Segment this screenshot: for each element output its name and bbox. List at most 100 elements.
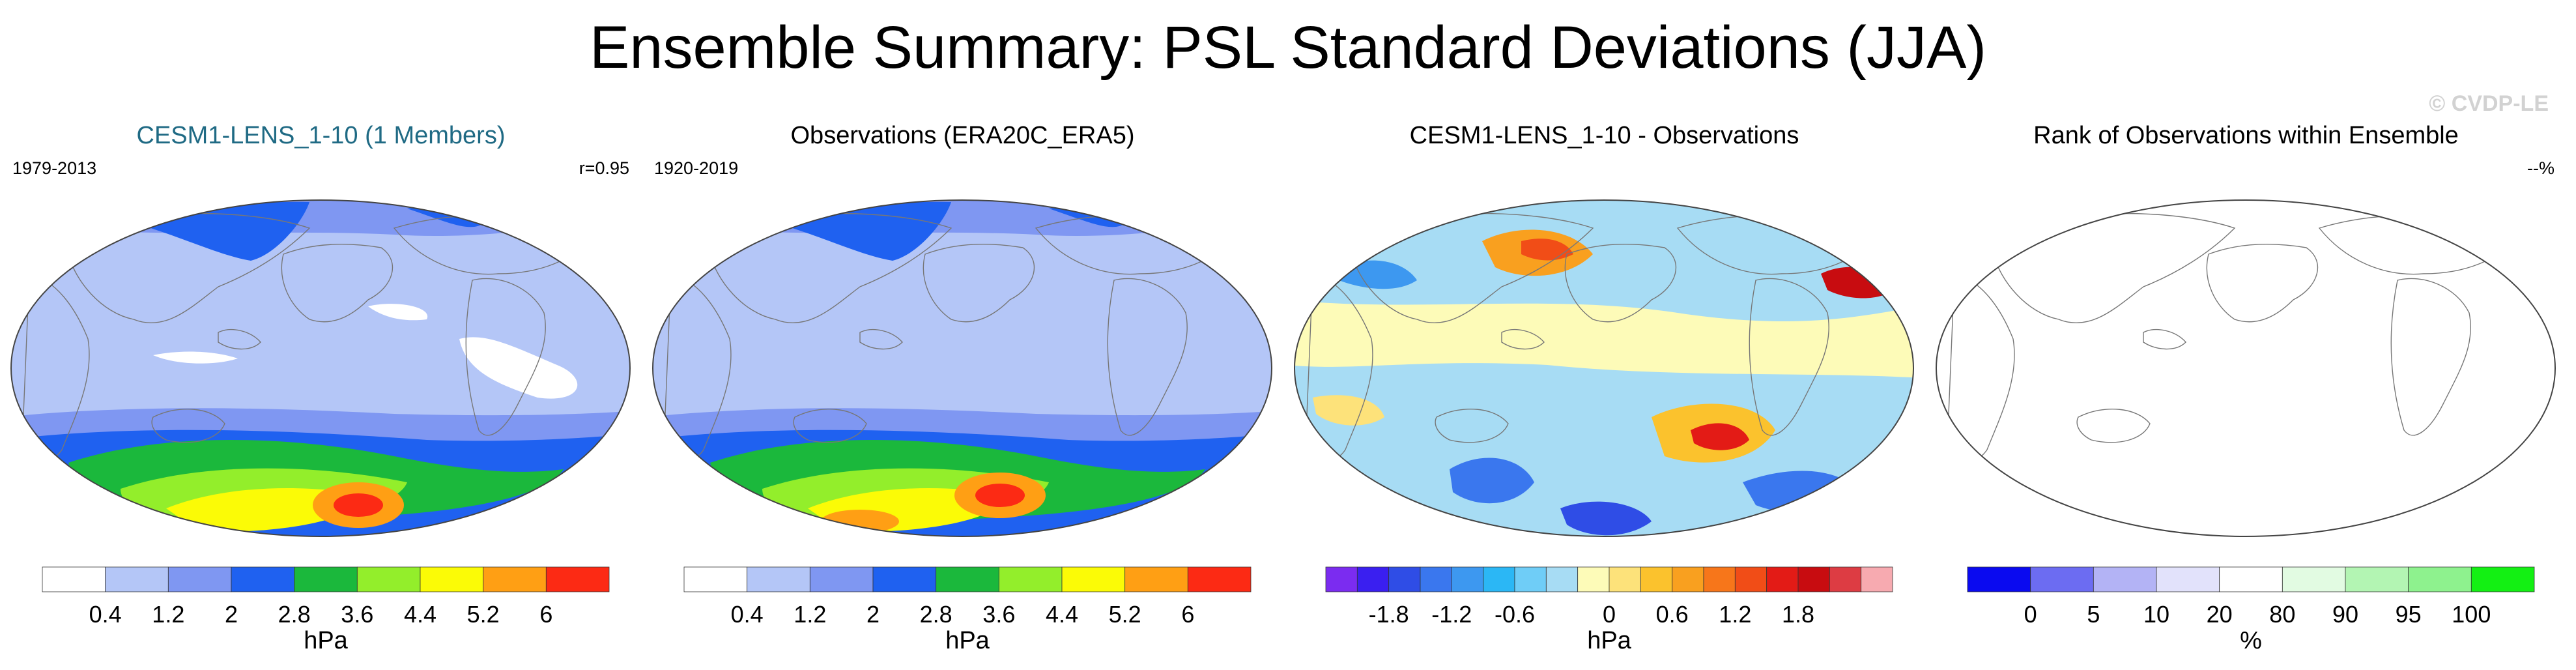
colorbar-tick-label: 100 bbox=[2452, 601, 2491, 628]
colorbar-tick-label: 5 bbox=[2087, 601, 2100, 628]
colorbar-box bbox=[1967, 566, 2031, 592]
coastline bbox=[465, 278, 546, 436]
colorbar-box bbox=[1124, 566, 1188, 592]
colorbar: 0.4 1.2 2 2.8 3.6 4.4 5.2 6 hPa bbox=[42, 566, 610, 654]
colorbar-box bbox=[1061, 566, 1126, 592]
world-map bbox=[1928, 182, 2564, 554]
colorbar-box bbox=[1829, 566, 1862, 592]
colorbar-box bbox=[1703, 566, 1736, 592]
colorbar-box bbox=[1861, 566, 1893, 592]
colorbar-box bbox=[1187, 566, 1252, 592]
colorbar-box bbox=[1672, 566, 1704, 592]
colorbar-box bbox=[1734, 566, 1767, 592]
colorbar: -1.8 -1.2 -0.6 0 0.6 1.2 1.8 hPa bbox=[1325, 566, 1893, 654]
colorbar-box bbox=[1388, 566, 1421, 592]
colorbar-box bbox=[936, 566, 999, 592]
colorbar-tick-label: 0.4 bbox=[89, 601, 122, 628]
colorbar-tick-label: 10 bbox=[2143, 601, 2169, 628]
colorbar-box bbox=[747, 566, 810, 592]
colorbar-box bbox=[2219, 566, 2283, 592]
colorbar-box bbox=[483, 566, 547, 592]
coastline bbox=[281, 244, 394, 323]
colorbar-tick-label: 0.4 bbox=[731, 601, 764, 628]
colorbar-tick-label: 0 bbox=[1603, 601, 1616, 628]
colorbar-tick-label: 4.4 bbox=[1046, 601, 1078, 628]
colorbar-box bbox=[42, 566, 106, 592]
pattern-correlation-label: r=0.95 bbox=[579, 158, 629, 178]
colorbar-tick-label: -1.2 bbox=[1431, 601, 1472, 628]
coastline bbox=[1435, 408, 1509, 443]
credit-watermark: © CVDP-LE bbox=[2429, 91, 2549, 116]
panel-title: Observations (ERA20C_ERA5) bbox=[790, 122, 1135, 149]
coastline bbox=[68, 212, 311, 323]
panel-difference: CESM1-LENS_1-10 - Observations -1.8 -1.2-… bbox=[1287, 114, 1922, 670]
colorbar: 0.4 1.2 2 2.8 3.6 4.4 5.2 6 hPa bbox=[683, 566, 1252, 654]
coastline bbox=[2076, 408, 2151, 443]
coastline bbox=[151, 408, 225, 443]
colorbar-unit-label: hPa bbox=[945, 627, 990, 654]
colorbar-tick-label: 3.6 bbox=[341, 601, 373, 628]
colorbar-tick-label: 95 bbox=[2396, 601, 2422, 628]
coastline bbox=[2390, 278, 2471, 436]
coastline bbox=[1564, 244, 1677, 323]
colorbar-box bbox=[294, 566, 358, 592]
panel-title: CESM1-LENS_1-10 - Observations bbox=[1409, 122, 1799, 149]
colorbar-tick-label: 2.8 bbox=[920, 601, 952, 628]
colorbar-tick-label: 6 bbox=[539, 601, 552, 628]
colorbar-box bbox=[1797, 566, 1830, 592]
map-field bbox=[1947, 212, 2515, 460]
colorbar-box bbox=[231, 566, 295, 592]
colorbar-box bbox=[872, 566, 937, 592]
period-label: 1979-2013 bbox=[12, 158, 97, 178]
colorbar-tick-label: 4.4 bbox=[404, 601, 436, 628]
panel-title: Rank of Observations within Ensemble bbox=[2033, 122, 2459, 149]
coastline bbox=[1351, 212, 1594, 323]
colorbar-box bbox=[1356, 566, 1390, 592]
coastline bbox=[218, 328, 261, 350]
colorbar-tick-label: 20 bbox=[2207, 601, 2233, 628]
world-map bbox=[1287, 182, 1922, 554]
coastline bbox=[1993, 212, 2236, 323]
colorbar-tick-label: 0 bbox=[2024, 601, 2037, 628]
colorbar-tick-label: 90 bbox=[2332, 601, 2358, 628]
coastline bbox=[1501, 328, 1545, 350]
panel-title: CESM1-LENS_1-10 (1 Members) bbox=[136, 122, 506, 149]
colorbar-box bbox=[1577, 566, 1610, 592]
panel-model-std: CESM1-LENS_1-10 (1 Members) 1979-2013 r=… bbox=[3, 114, 638, 670]
colorbar-tick-label: 0.6 bbox=[1656, 601, 1689, 628]
colorbar-tick-label: 5.2 bbox=[1109, 601, 1141, 628]
rank-percent-label: --% bbox=[2527, 158, 2555, 178]
colorbar-box bbox=[809, 566, 874, 592]
coastline bbox=[793, 408, 867, 443]
colorbar-tick-label: 2 bbox=[225, 601, 238, 628]
colorbar-box bbox=[1483, 566, 1515, 592]
coastline bbox=[2206, 244, 2319, 323]
colorbar-box bbox=[105, 566, 169, 592]
colorbar-box bbox=[998, 566, 1063, 592]
figure-title: Ensemble Summary: PSL Standard Deviation… bbox=[589, 14, 1987, 81]
colorbar-tick-label: 3.6 bbox=[982, 601, 1015, 628]
colorbar-tick-label: -1.8 bbox=[1369, 601, 1409, 628]
colorbar-tick-label: 5.2 bbox=[467, 601, 500, 628]
colorbar-box bbox=[167, 566, 232, 592]
colorbar-box bbox=[356, 566, 421, 592]
colorbar-box bbox=[2345, 566, 2409, 592]
colorbar-box bbox=[420, 566, 484, 592]
colorbar-tick-label: 80 bbox=[2269, 601, 2295, 628]
colorbar-box bbox=[2156, 566, 2220, 592]
colorbar-box bbox=[1640, 566, 1673, 592]
colorbar-tick-label: 1.8 bbox=[1782, 601, 1814, 628]
colorbar-tick-label: 1.2 bbox=[152, 601, 184, 628]
colorbar-tick-label: 1.2 bbox=[1719, 601, 1751, 628]
colorbar-tick-label: 6 bbox=[1181, 601, 1194, 628]
colorbar-box bbox=[1609, 566, 1641, 592]
colorbar-tick-label: 2.8 bbox=[278, 601, 311, 628]
colorbar-box bbox=[2030, 566, 2094, 592]
world-map bbox=[645, 182, 1280, 554]
colorbar-box bbox=[1451, 566, 1484, 592]
colorbar-box bbox=[1514, 566, 1547, 592]
colorbar-box bbox=[683, 566, 748, 592]
colorbar-box bbox=[2470, 566, 2535, 592]
colorbar-tick-label: -0.6 bbox=[1495, 601, 1535, 628]
colorbar-tick-label: 2 bbox=[866, 601, 880, 628]
